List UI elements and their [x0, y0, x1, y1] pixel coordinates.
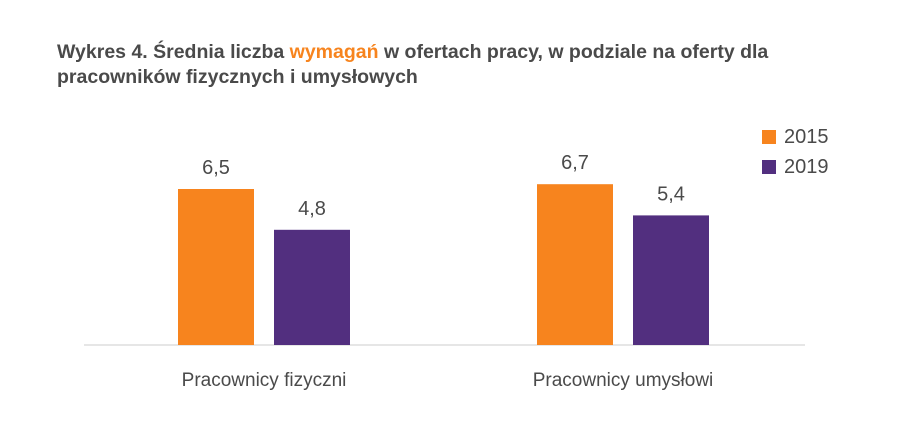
bar-2019-1: [274, 229, 350, 345]
title-part2: w ofertach pracy, w podziale na oferty d…: [57, 41, 769, 88]
category-label-2: Pracownicy umysłowi: [533, 370, 714, 391]
legend-label-2015: 2015: [784, 125, 829, 148]
data-label-2019-2: 5,4: [657, 183, 685, 205]
bar-2015-2: [537, 184, 613, 345]
legend: 2015 2019: [762, 122, 829, 182]
legend-label-2019: 2019: [784, 155, 829, 178]
category-label-1: Pracownicy fizyczni: [182, 370, 347, 391]
data-label-2019-1: 4,8: [298, 198, 326, 220]
legend-item-2015: 2015: [762, 122, 829, 152]
data-label-2015-1: 6,5: [202, 157, 230, 179]
title-highlight: wymagań: [289, 41, 379, 63]
legend-swatch-2015: [762, 130, 776, 144]
bar-2019-2: [633, 215, 709, 345]
bar-2015-1: [178, 189, 254, 345]
title-part1: Wykres 4. Średnia liczba: [57, 41, 290, 63]
data-label-2015-2: 6,7: [561, 152, 589, 174]
chart-title: Wykres 4. Średnia liczba wymagań w ofert…: [57, 40, 857, 90]
legend-item-2019: 2019: [762, 152, 829, 182]
legend-swatch-2019: [762, 160, 776, 174]
